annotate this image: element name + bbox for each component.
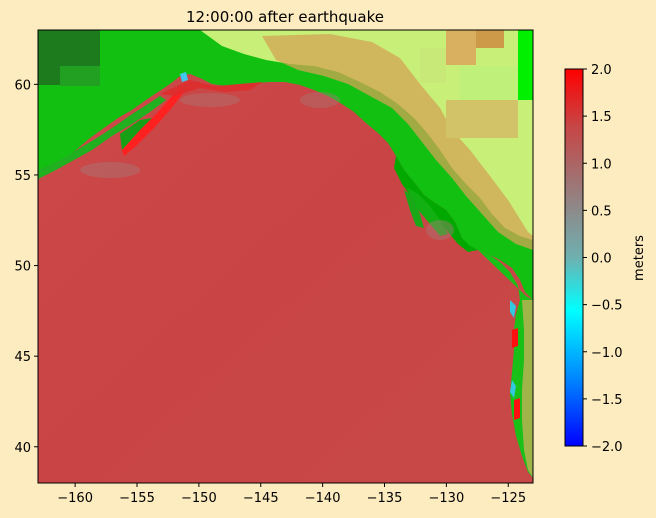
x-tick-label: −160: [57, 491, 93, 506]
colorbar-tick-label: −1.0: [591, 346, 623, 361]
x-tick-label: −125: [490, 491, 526, 506]
land-coarse-block: [460, 66, 518, 100]
y-tick-label: 55: [14, 169, 31, 184]
land-alaska-peninsula: [38, 96, 166, 180]
colorbar-tick-label: 0.5: [591, 204, 612, 219]
y-tick-label: 60: [14, 78, 31, 93]
x-tick-label: −155: [119, 491, 155, 506]
x-tick-label: −135: [367, 491, 403, 506]
coastal-low-waves: [510, 300, 516, 318]
coastal-high-spot: [512, 328, 518, 348]
x-axis: −160 −155 −150 −145 −140 −135 −130 −125: [57, 483, 526, 506]
axes-frame: [37, 29, 534, 484]
land-coarse-block: [446, 100, 518, 138]
y-tick-label: 45: [14, 350, 31, 365]
land-coarse-block: [518, 30, 533, 100]
land-bc-coast: [394, 156, 478, 252]
wave-front-patch: [80, 162, 140, 178]
coastal-high-gulf: [160, 80, 262, 96]
wave-front-patch: [180, 93, 240, 107]
colorbar-tick-label: −2.0: [591, 440, 623, 455]
wave-front-patch: [300, 92, 340, 108]
land-mountains: [262, 34, 533, 250]
colorbar-tick-label: 0.0: [591, 252, 612, 267]
wave-front-patch: [426, 220, 454, 240]
land-us-interior: [522, 300, 533, 478]
x-tick-label: −150: [181, 491, 217, 506]
colorbar-tick-label: −0.5: [591, 299, 623, 314]
land-coarse-block: [446, 30, 476, 65]
land-coarse-block: [60, 66, 100, 86]
colorbar-tick-label: 1.5: [591, 110, 612, 125]
coastal-low-waves: [180, 72, 188, 82]
x-tick-label: −130: [429, 491, 465, 506]
coastal-high-spot: [514, 398, 520, 420]
x-tick-label: −145: [243, 491, 279, 506]
map-plot-area: [38, 30, 533, 483]
coastal-low-waves: [510, 380, 516, 398]
cook-inlet-high: [122, 88, 184, 156]
land-interior-highlands: [200, 30, 533, 240]
land-us-westcoast: [478, 250, 533, 478]
colorbar-tick-label: 1.0: [591, 157, 612, 172]
colorbar-tick-label: −1.5: [591, 393, 623, 408]
land-coarse-block: [420, 48, 446, 83]
y-axis: 40 45 50 55 60: [14, 78, 38, 456]
colorbar-tick-label: 2.0: [591, 63, 612, 78]
colorbar: −2.0 −1.5 −1.0 −0.5 0.0 0.5 1.0 1.5 2.0 meters: [564, 63, 647, 455]
colorbar-label: meters: [632, 235, 647, 281]
chart-title: 12:00:00 after earthquake: [186, 8, 384, 26]
y-tick-label: 50: [14, 260, 31, 275]
x-tick-label: −140: [305, 491, 341, 506]
land-haida-gwaii: [404, 190, 424, 228]
y-tick-label: 40: [14, 441, 31, 456]
colorbar-ticks: −2.0 −1.5 −1.0 −0.5 0.0 0.5 1.0 1.5 2.0: [583, 63, 623, 455]
colorbar-gradient: [564, 68, 584, 447]
land-coarse-block: [476, 30, 504, 48]
land-vancouver-island: [408, 188, 448, 236]
